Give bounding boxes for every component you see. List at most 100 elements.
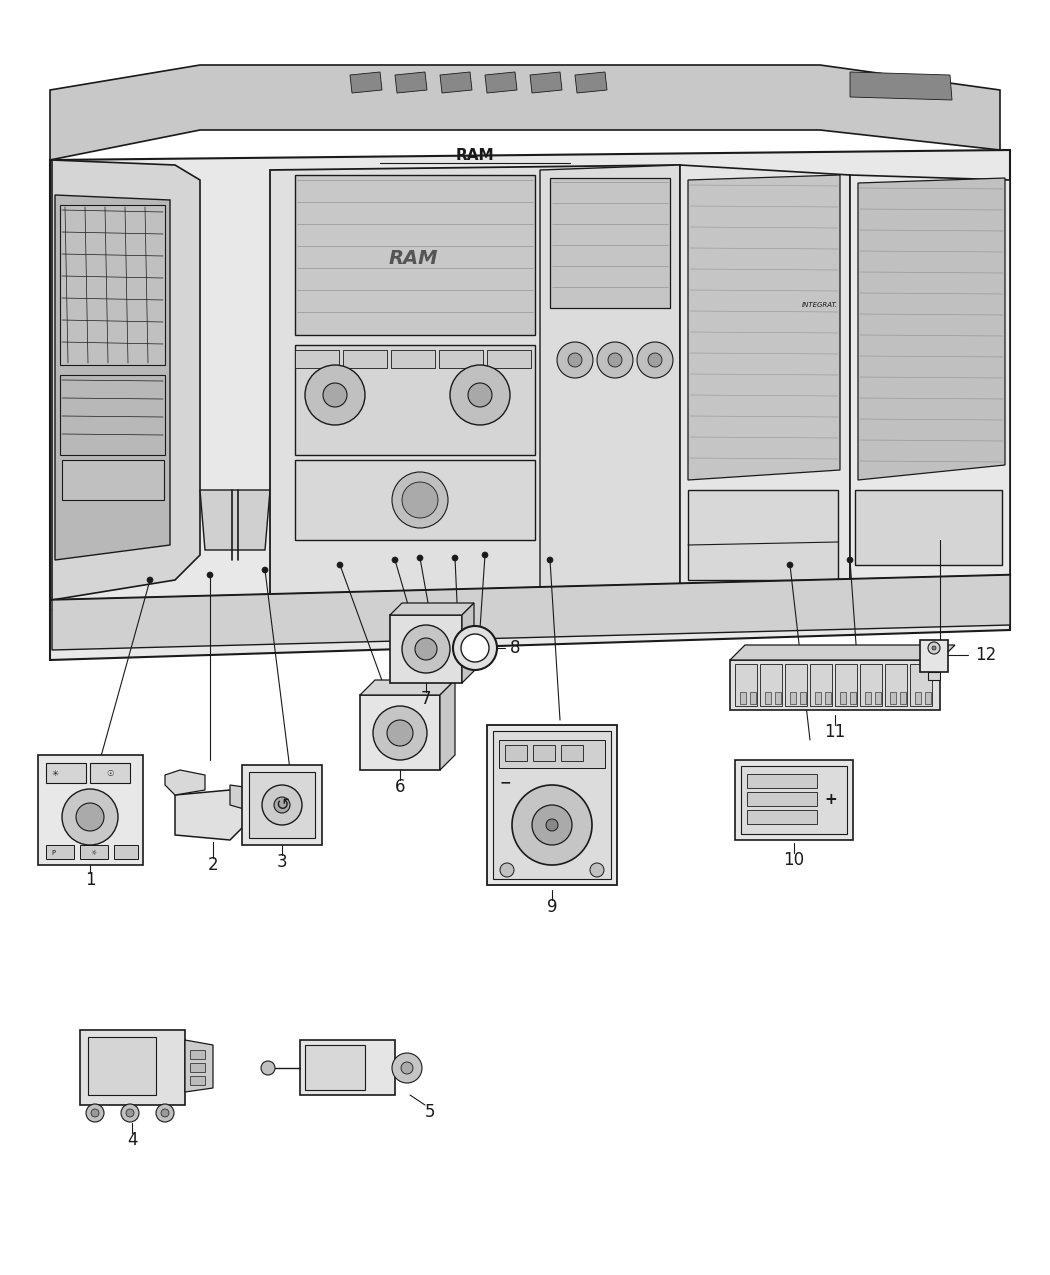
Circle shape (608, 353, 622, 367)
Polygon shape (52, 159, 200, 601)
Bar (750, 692, 756, 704)
Bar (38, 755, 143, 864)
Bar (850, 692, 856, 704)
Circle shape (76, 803, 104, 831)
Bar (735, 664, 757, 706)
Bar (62, 460, 164, 500)
Bar (550, 179, 670, 309)
Circle shape (547, 557, 553, 564)
Polygon shape (52, 575, 1010, 650)
Bar (90, 762, 130, 783)
Polygon shape (185, 1040, 213, 1091)
Text: 12: 12 (975, 646, 996, 664)
Bar (295, 175, 536, 335)
Polygon shape (850, 71, 952, 99)
Polygon shape (440, 680, 455, 770)
Circle shape (392, 1053, 422, 1082)
Text: −: − (499, 775, 510, 789)
Circle shape (262, 567, 268, 572)
Bar (360, 695, 440, 770)
Bar (533, 745, 555, 761)
Bar (775, 692, 781, 704)
Circle shape (402, 625, 450, 673)
Polygon shape (50, 65, 1000, 159)
Bar (785, 664, 807, 706)
Bar (747, 774, 817, 788)
Bar (835, 664, 857, 706)
Bar (190, 1076, 205, 1085)
Bar (46, 762, 86, 783)
Text: 7: 7 (421, 690, 432, 708)
Bar (343, 351, 387, 368)
Bar (815, 692, 821, 704)
Circle shape (323, 382, 346, 407)
Bar (295, 460, 536, 541)
Circle shape (590, 863, 604, 877)
Bar (885, 664, 907, 706)
Polygon shape (350, 71, 382, 93)
Bar (487, 351, 531, 368)
Bar (304, 1046, 365, 1090)
Circle shape (126, 1109, 134, 1117)
Text: 6: 6 (395, 778, 405, 796)
Polygon shape (440, 71, 472, 93)
Polygon shape (485, 71, 517, 93)
Text: P: P (51, 850, 55, 856)
Text: 8: 8 (510, 639, 521, 657)
Bar (790, 692, 796, 704)
Circle shape (392, 472, 448, 528)
Polygon shape (230, 785, 265, 815)
Text: ☉: ☉ (106, 769, 113, 778)
Circle shape (121, 1104, 139, 1122)
Circle shape (373, 706, 427, 760)
Bar (295, 351, 339, 368)
Circle shape (556, 342, 593, 377)
Polygon shape (858, 179, 1005, 479)
Polygon shape (200, 490, 270, 550)
Circle shape (147, 578, 153, 583)
Bar (860, 664, 882, 706)
Bar (390, 615, 462, 683)
Bar (80, 1030, 185, 1105)
Text: 9: 9 (547, 898, 558, 915)
Bar (890, 692, 896, 704)
Bar (740, 692, 746, 704)
Circle shape (415, 638, 437, 660)
Bar (730, 660, 940, 710)
Polygon shape (165, 770, 205, 796)
Bar (561, 745, 583, 761)
Circle shape (461, 634, 489, 662)
Bar (190, 1063, 205, 1072)
Polygon shape (850, 175, 1010, 590)
Circle shape (262, 785, 302, 825)
Bar (825, 692, 831, 704)
Polygon shape (395, 71, 427, 93)
Bar (865, 692, 871, 704)
Bar (840, 692, 846, 704)
Polygon shape (270, 164, 680, 620)
Bar (80, 845, 108, 859)
Circle shape (532, 805, 572, 845)
Circle shape (512, 785, 592, 864)
Circle shape (597, 342, 633, 377)
Bar (928, 672, 940, 680)
Bar (915, 692, 921, 704)
Circle shape (392, 557, 398, 564)
Text: 5: 5 (425, 1103, 436, 1121)
Circle shape (417, 555, 423, 561)
Polygon shape (360, 680, 455, 695)
Circle shape (387, 720, 413, 746)
Circle shape (648, 353, 662, 367)
Circle shape (261, 1061, 275, 1075)
Text: 1: 1 (85, 871, 96, 889)
Bar (765, 692, 771, 704)
Bar (920, 640, 948, 672)
Bar (391, 351, 435, 368)
Polygon shape (540, 164, 680, 606)
Bar (494, 731, 611, 878)
Bar (295, 346, 536, 455)
Bar (747, 792, 817, 806)
Bar (60, 375, 165, 455)
Bar (875, 692, 881, 704)
Text: 11: 11 (824, 723, 845, 741)
